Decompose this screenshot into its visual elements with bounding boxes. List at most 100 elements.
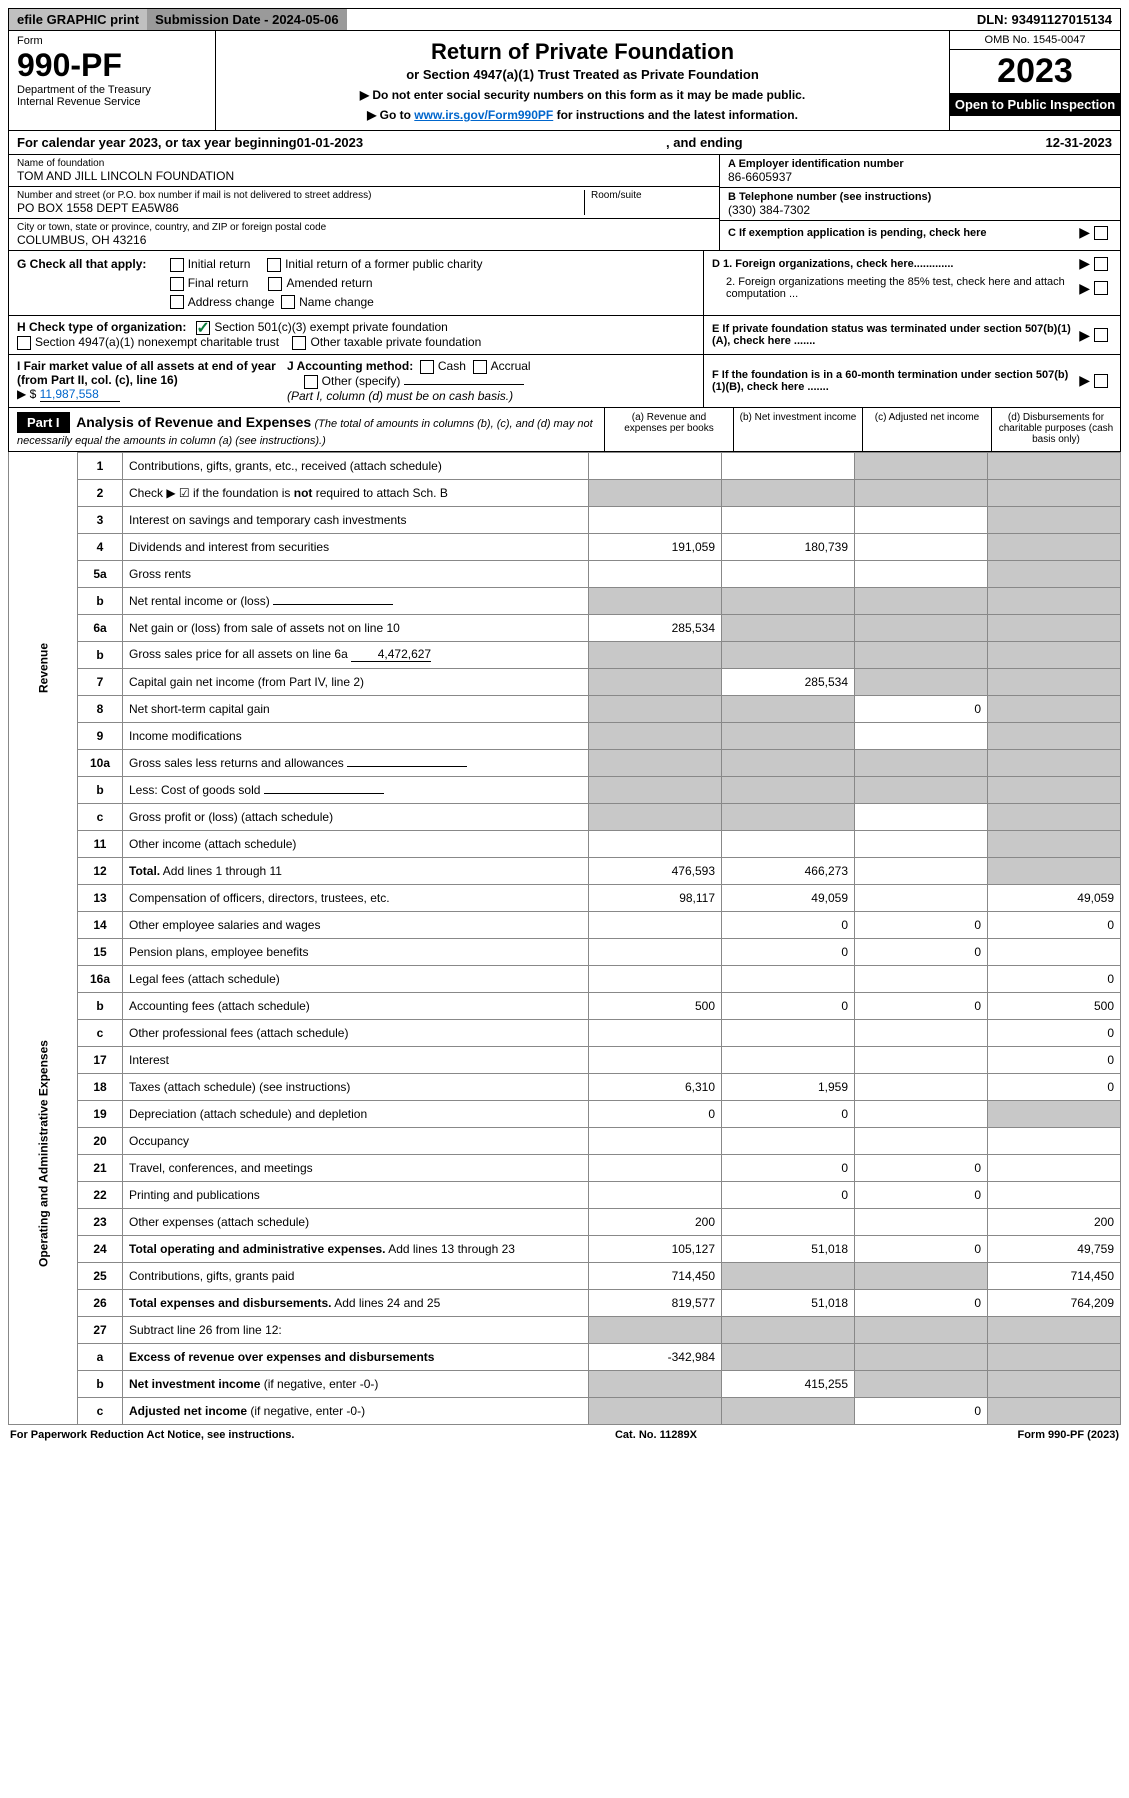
- g-initial-checkbox[interactable]: [170, 258, 184, 272]
- addr-label: Number and street (or P.O. box number if…: [17, 190, 584, 201]
- g-opt-address: Address change: [188, 295, 275, 309]
- cell-amount: 0: [722, 938, 855, 965]
- h-501c3-checkbox[interactable]: [196, 321, 210, 335]
- cell-amount: [988, 938, 1121, 965]
- part1-desc: Part I Analysis of Revenue and Expenses …: [9, 408, 604, 451]
- cell-amount: [855, 965, 988, 992]
- cell-amount: 819,577: [589, 1289, 722, 1316]
- j-cash-checkbox[interactable]: [420, 360, 434, 374]
- table-row: 24Total operating and administrative exp…: [9, 1235, 1121, 1262]
- cell-shaded: [988, 641, 1121, 668]
- h-label: H Check type of organization:: [17, 320, 186, 334]
- cell-shaded: [589, 722, 722, 749]
- line-description: Taxes (attach schedule) (see instruction…: [123, 1073, 589, 1100]
- city-row: City or town, state or province, country…: [9, 219, 719, 250]
- part1-title: Analysis of Revenue and Expenses: [76, 414, 311, 430]
- cell-amount: [722, 1046, 855, 1073]
- c-checkbox[interactable]: [1094, 226, 1108, 240]
- f-checkbox[interactable]: [1094, 374, 1108, 388]
- cell-amount: [988, 1127, 1121, 1154]
- line-description: Less: Cost of goods sold: [123, 776, 589, 803]
- d2-checkbox[interactable]: [1094, 281, 1108, 295]
- name-label: Name of foundation: [17, 158, 711, 169]
- j-label: J Accounting method:: [287, 359, 413, 373]
- top-spacer: [347, 9, 969, 30]
- table-row: bLess: Cost of goods sold: [9, 776, 1121, 803]
- cell-amount: [855, 1100, 988, 1127]
- cell-amount: [589, 1019, 722, 1046]
- cell-amount: [589, 506, 722, 533]
- line-description: Other income (attach schedule): [123, 830, 589, 857]
- table-row: bAccounting fees (attach schedule)500005…: [9, 992, 1121, 1019]
- arrow-icon: ▶: [1079, 280, 1090, 297]
- addr-row: Number and street (or P.O. box number if…: [9, 187, 719, 219]
- line-number: 19: [78, 1100, 123, 1127]
- g-block: G Check all that apply: Initial return I…: [9, 251, 703, 315]
- table-row: 19Depreciation (attach schedule) and dep…: [9, 1100, 1121, 1127]
- g-final-checkbox[interactable]: [170, 277, 184, 291]
- cell-amount: 714,450: [589, 1262, 722, 1289]
- tax-year: 2023: [950, 50, 1120, 93]
- g-name-checkbox[interactable]: [281, 295, 295, 309]
- cell-amount: 0: [855, 992, 988, 1019]
- cell-amount: 49,059: [988, 884, 1121, 911]
- e-block: E If private foundation status was termi…: [703, 316, 1120, 354]
- cell-shaded: [722, 479, 855, 506]
- name-row: Name of foundation TOM AND JILL LINCOLN …: [9, 155, 719, 187]
- cell-shaded: [988, 479, 1121, 506]
- cell-shaded: [855, 1370, 988, 1397]
- cell-amount: [855, 884, 988, 911]
- cell-amount: [988, 1154, 1121, 1181]
- cell-amount: [988, 1181, 1121, 1208]
- line-number: 26: [78, 1289, 123, 1316]
- table-row: Revenue1Contributions, gifts, grants, et…: [9, 452, 1121, 479]
- j-accrual-checkbox[interactable]: [473, 360, 487, 374]
- table-row: 8Net short-term capital gain0: [9, 695, 1121, 722]
- e-checkbox[interactable]: [1094, 328, 1108, 342]
- line-description: Capital gain net income (from Part IV, l…: [123, 668, 589, 695]
- cal-text-a: For calendar year 2023, or tax year begi…: [17, 135, 297, 150]
- table-row: 5aGross rents: [9, 560, 1121, 587]
- cell-amount: 500: [589, 992, 722, 1019]
- h-other-checkbox[interactable]: [292, 336, 306, 350]
- cell-shaded: [855, 668, 988, 695]
- ein-value: 86-6605937: [728, 170, 1112, 184]
- line-description: Interest: [123, 1046, 589, 1073]
- line-number: a: [78, 1343, 123, 1370]
- footer-right: Form 990-PF (2023): [1017, 1429, 1119, 1441]
- g-address-checkbox[interactable]: [170, 295, 184, 309]
- efile-label[interactable]: efile GRAPHIC print: [9, 9, 147, 30]
- entity-right: A Employer identification number 86-6605…: [719, 155, 1120, 250]
- cell-amount: [722, 1208, 855, 1235]
- line-number: 13: [78, 884, 123, 911]
- line-description: Legal fees (attach schedule): [123, 965, 589, 992]
- g-initial-former-checkbox[interactable]: [267, 258, 281, 272]
- f-label: F If the foundation is in a 60-month ter…: [712, 369, 1079, 393]
- line-description: Pension plans, employee benefits: [123, 938, 589, 965]
- table-row: cAdjusted net income (if negative, enter…: [9, 1397, 1121, 1424]
- line-description: Net rental income or (loss): [123, 587, 589, 614]
- irs-link[interactable]: www.irs.gov/Form990PF: [414, 108, 553, 122]
- cell-amount: 0: [855, 938, 988, 965]
- g-d-section: G Check all that apply: Initial return I…: [8, 251, 1121, 316]
- cell-shaded: [988, 560, 1121, 587]
- line-number: 27: [78, 1316, 123, 1343]
- entity-block: Name of foundation TOM AND JILL LINCOLN …: [8, 155, 1121, 251]
- line-description: Income modifications: [123, 722, 589, 749]
- table-row: 2Check ▶ ☑ if the foundation is not requ…: [9, 479, 1121, 506]
- line-description: Interest on savings and temporary cash i…: [123, 506, 589, 533]
- table-row: 9Income modifications: [9, 722, 1121, 749]
- d1-checkbox[interactable]: [1094, 257, 1108, 271]
- j-other-checkbox[interactable]: [304, 375, 318, 389]
- cell-shaded: [722, 776, 855, 803]
- table-row: cGross profit or (loss) (attach schedule…: [9, 803, 1121, 830]
- h-4947-checkbox[interactable]: [17, 336, 31, 350]
- cell-shaded: [855, 452, 988, 479]
- arrow-icon: ▶: [1079, 372, 1090, 389]
- cell-shaded: [722, 1397, 855, 1424]
- line-number: 14: [78, 911, 123, 938]
- g-amended-checkbox[interactable]: [268, 277, 282, 291]
- cell-amount: [855, 560, 988, 587]
- table-row: 11Other income (attach schedule): [9, 830, 1121, 857]
- cell-amount: [722, 506, 855, 533]
